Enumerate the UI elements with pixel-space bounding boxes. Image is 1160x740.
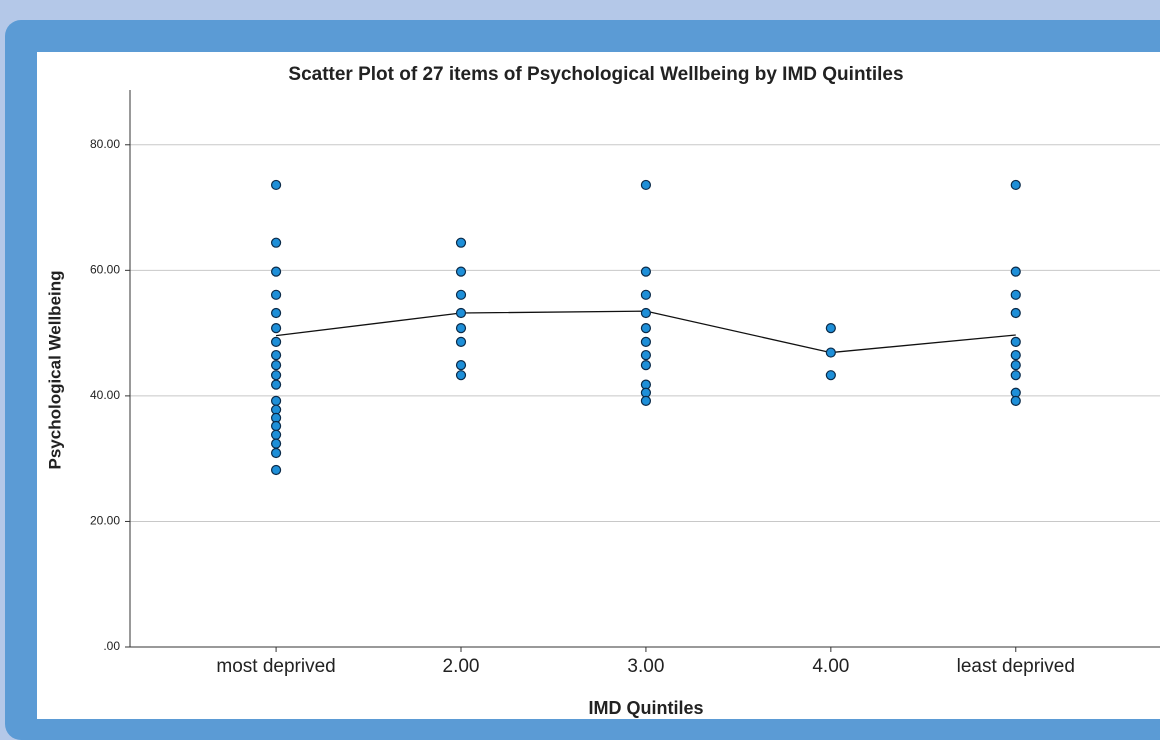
point bbox=[455, 336, 467, 347]
point bbox=[455, 237, 467, 248]
point bbox=[640, 349, 652, 361]
point bbox=[1010, 349, 1021, 361]
point bbox=[270, 370, 282, 381]
point bbox=[270, 429, 282, 440]
point bbox=[1010, 336, 1021, 347]
point bbox=[640, 266, 652, 277]
point bbox=[270, 438, 282, 449]
page: {"chart_data": {"type": "scatter", "titl… bbox=[5, 20, 1160, 740]
point bbox=[270, 237, 282, 248]
point bbox=[1010, 370, 1021, 381]
chart-panel bbox=[37, 52, 1160, 719]
point bbox=[640, 289, 652, 300]
chart-title: Scatter Plot of 27 items of Psychologica… bbox=[288, 64, 903, 85]
point bbox=[825, 322, 836, 334]
x-tick-label: least deprived bbox=[957, 656, 1075, 677]
point bbox=[825, 347, 836, 358]
point bbox=[270, 360, 282, 371]
point bbox=[640, 395, 652, 407]
point bbox=[640, 307, 652, 319]
x-axis-label: IMD Quintiles bbox=[588, 698, 703, 718]
point bbox=[1010, 360, 1021, 371]
point bbox=[1010, 395, 1021, 407]
point bbox=[270, 336, 282, 347]
point bbox=[640, 179, 652, 191]
point bbox=[1010, 266, 1021, 277]
chart: Scatter Plot of 27 items of Psychologica… bbox=[45, 64, 1160, 718]
point bbox=[825, 370, 836, 381]
point bbox=[270, 307, 282, 319]
point bbox=[1010, 289, 1021, 300]
x-tick-label: 4.00 bbox=[812, 656, 849, 677]
y-tick-label: 80.00 bbox=[90, 137, 120, 151]
x-tick-label: 2.00 bbox=[443, 656, 480, 677]
point bbox=[455, 322, 467, 334]
x-tick-label: 3.00 bbox=[627, 656, 664, 677]
y-tick-label: 40.00 bbox=[90, 388, 120, 402]
point bbox=[455, 289, 467, 300]
point bbox=[270, 349, 282, 361]
point bbox=[455, 370, 467, 381]
x-tick-label: most deprived bbox=[216, 656, 335, 677]
point bbox=[270, 179, 282, 191]
point bbox=[270, 289, 282, 300]
y-tick-label: 60.00 bbox=[90, 263, 120, 277]
point bbox=[270, 464, 282, 476]
point bbox=[270, 447, 282, 459]
y-tick-label: .00 bbox=[103, 639, 120, 653]
point bbox=[455, 307, 467, 319]
point bbox=[1010, 307, 1021, 319]
point bbox=[455, 266, 467, 277]
point bbox=[270, 420, 282, 432]
point bbox=[640, 322, 652, 334]
point bbox=[270, 322, 282, 334]
point bbox=[640, 336, 652, 347]
y-axis-label: Psychological Wellbeing bbox=[45, 270, 64, 469]
y-tick-label: 20.00 bbox=[90, 514, 120, 528]
point bbox=[270, 379, 282, 390]
point bbox=[640, 360, 652, 371]
point bbox=[455, 360, 467, 371]
point bbox=[1010, 179, 1021, 191]
point bbox=[270, 266, 282, 277]
point bbox=[270, 395, 282, 407]
